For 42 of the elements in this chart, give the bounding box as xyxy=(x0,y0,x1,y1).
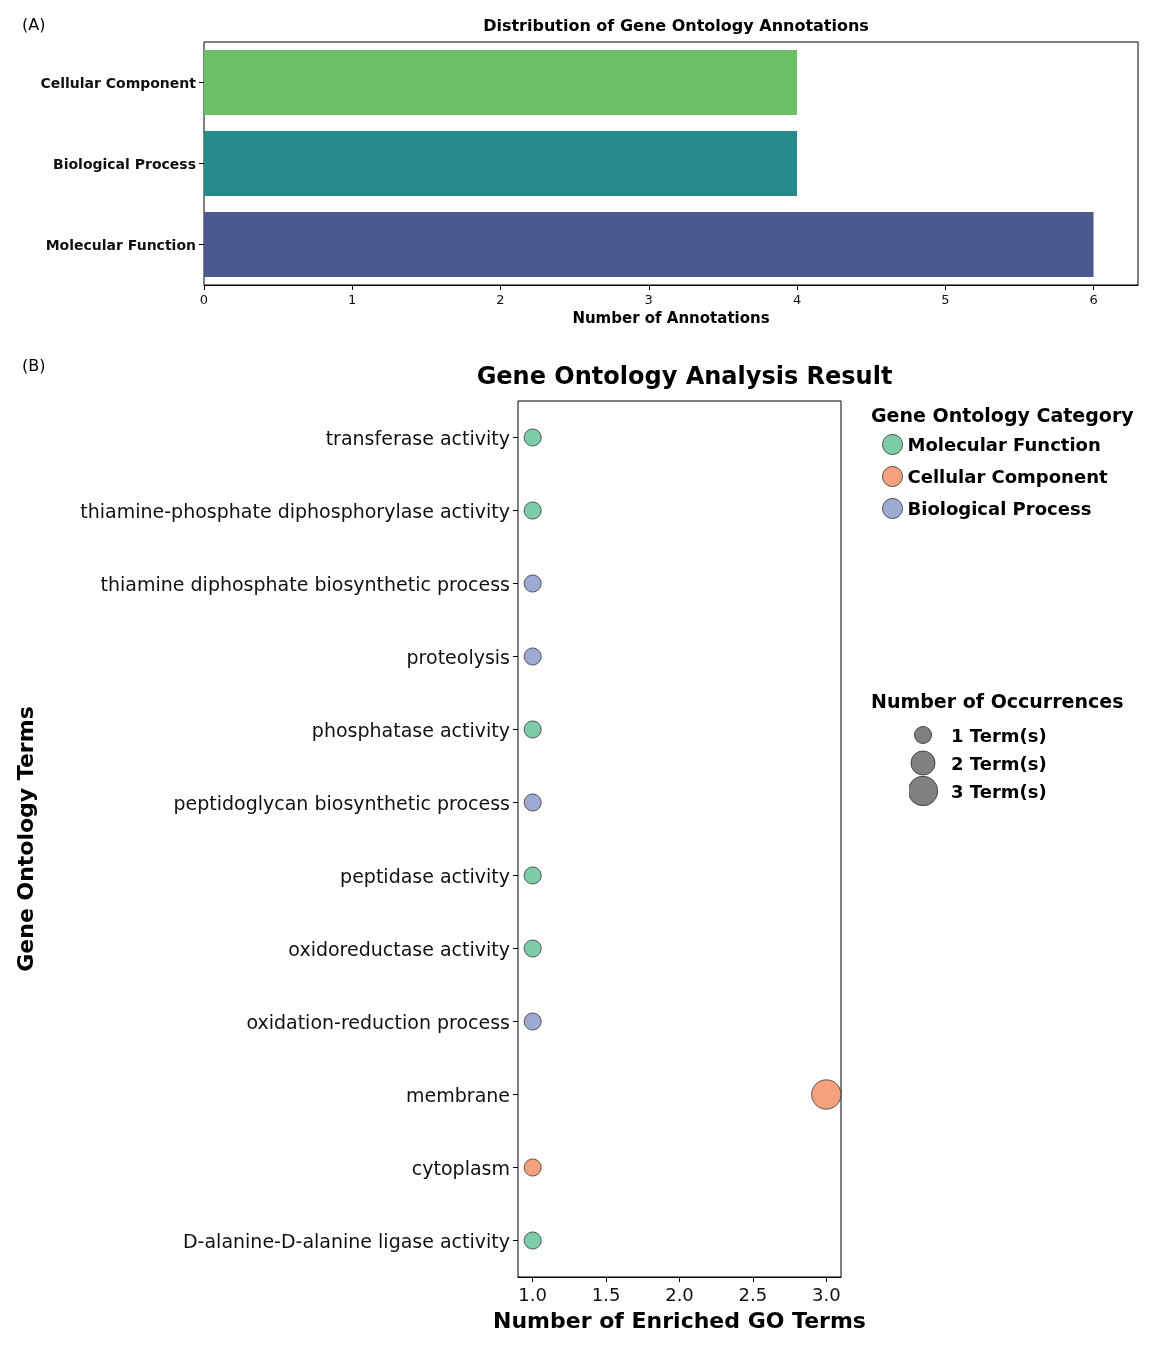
y-tick-label: D-alanine-D-alanine ligase activity xyxy=(182,1229,510,1252)
y-tick-label: Biological Process xyxy=(53,155,196,172)
text: Number of Occurrences xyxy=(871,689,1124,712)
x-axis-title: Number of Annotations xyxy=(572,309,770,328)
legend-title: Gene Ontology Category xyxy=(871,403,1135,426)
x-tick-label: 2.5 xyxy=(738,1283,768,1305)
y-tick-label: peptidase activity xyxy=(340,864,510,887)
x-tick-label: 2 xyxy=(496,292,505,307)
x-tick-label: 3.0 xyxy=(812,1283,841,1305)
y-tick-label: cytoplasm xyxy=(411,1156,510,1179)
x-tick-label: 5 xyxy=(941,292,950,307)
x-tick-label: 1.0 xyxy=(518,1283,547,1305)
legend-label: 2 Term(s) xyxy=(951,752,1047,774)
chart-title: Gene Ontology Analysis Result xyxy=(476,362,893,390)
y-tick-label: transferase activity xyxy=(325,426,510,449)
x-tick-label: 1 xyxy=(348,292,357,307)
chart-title: Distribution of Gene Ontology Annotations xyxy=(483,15,869,35)
y-tick-label: thiamine diphosphate biosynthetic process xyxy=(100,572,510,595)
y-tick-label: proteolysis xyxy=(406,645,510,668)
legend-label: 3 Term(s) xyxy=(951,780,1047,802)
y-tick-label: oxidoreductase activity xyxy=(288,937,510,960)
legend-label: Cellular Component xyxy=(907,466,1108,487)
x-tick-label: 4 xyxy=(792,292,802,307)
legend-label: Molecular Function xyxy=(907,434,1101,455)
y-tick-label: peptidoglycan biosynthetic process xyxy=(173,791,510,814)
legend-label: 1 Term(s) xyxy=(951,724,1047,746)
y-tick-label: membrane xyxy=(406,1083,510,1106)
x-tick-label: 3 xyxy=(644,292,653,307)
y-tick-label: thiamine-phosphate diphosphorylase activity xyxy=(80,499,510,522)
x-tick-label: 0 xyxy=(199,292,209,307)
x-tick-label: 2.0 xyxy=(665,1283,694,1305)
x-tick-label: 1.5 xyxy=(591,1283,621,1305)
y-tick-label: phosphatase activity xyxy=(311,718,510,741)
legend-label: Biological Process xyxy=(907,498,1092,519)
y-tick-label: Molecular Function xyxy=(45,236,196,253)
text: (B) xyxy=(22,355,46,375)
x-tick-label: 6 xyxy=(1089,292,1098,307)
text: (A) xyxy=(22,14,46,34)
x-axis-title: Number of Enriched GO Terms xyxy=(493,1307,866,1333)
y-tick-label: Cellular Component xyxy=(40,74,197,91)
y-tick-label: oxidation-reduction process xyxy=(246,1010,510,1033)
y-axis-title: Gene Ontology Terms xyxy=(12,706,38,972)
